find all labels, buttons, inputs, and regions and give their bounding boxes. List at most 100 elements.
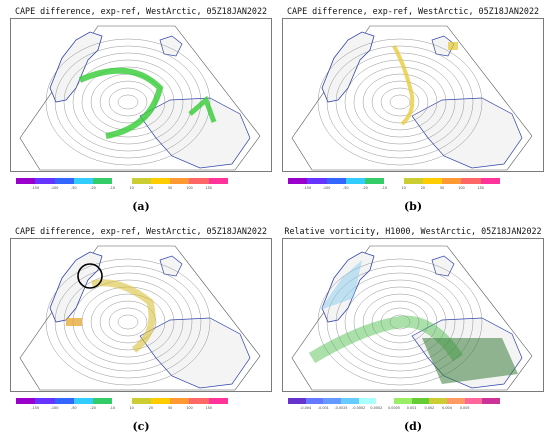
colorbar-tick-label: -100: [322, 186, 331, 190]
colorbar-tick-label: -10: [381, 186, 388, 190]
colorbar-tick-label: -100: [50, 186, 59, 190]
colorbar-tick-label: 20: [148, 186, 154, 190]
isobar-contour: [353, 66, 447, 138]
colorbar: [288, 398, 501, 404]
map: [282, 238, 544, 392]
colorbar-segment: [131, 178, 152, 184]
isobar-contour: [335, 52, 465, 152]
isobar-contour: [362, 73, 438, 131]
isobar-contour: [54, 265, 202, 379]
map: [282, 18, 544, 172]
isobar-contour: [389, 314, 411, 330]
colorbar-tick-label: 100: [186, 406, 193, 410]
colorbar-segment: [54, 398, 75, 404]
colorbar-tick-label: 50: [168, 186, 173, 190]
colorbar-segment: [93, 178, 113, 184]
colorbar-segment: [461, 178, 482, 184]
colorbar-segment: [35, 398, 55, 404]
colorbar-segment: [394, 398, 412, 404]
colorbar-segment: [112, 178, 132, 184]
isobar-contour: [353, 286, 447, 358]
map-svg: [10, 238, 272, 392]
colorbar-segment: [16, 178, 36, 184]
colorbar-segment: [403, 178, 424, 184]
field-overlay: [308, 315, 464, 364]
colorbar: [16, 398, 229, 404]
panel-b: CAPE difference, exp-ref, WestArctic, 05…: [282, 2, 544, 214]
colorbar-segment: [307, 178, 327, 184]
colorbar-segment: [447, 398, 465, 404]
greenland-coast: [321, 31, 375, 103]
isobar-contour: [335, 272, 465, 372]
scandinavia-coast: [139, 317, 251, 389]
isobar-contour: [45, 258, 211, 386]
colorbar-ticks: -150 -100 -50 -20 -10 10 20 50 100 150: [288, 186, 500, 192]
colorbar-segment: [429, 398, 448, 404]
scandinavia-coast: [411, 97, 523, 169]
field-overlay: [188, 95, 217, 123]
isobar-contour: [72, 59, 184, 145]
panel-title: CAPE difference, exp-ref, WestArctic, 05…: [286, 6, 540, 16]
colorbar-tick-label: 0.0002: [370, 406, 383, 410]
colorbar-segment: [326, 178, 347, 184]
isobar-contour: [81, 66, 175, 138]
panel-d: Relative vorticity, H1000, WestArctic, 0…: [282, 222, 544, 434]
colorbar-tick-label: 100: [458, 186, 465, 190]
map-svg: [282, 18, 544, 172]
map-svg: [10, 18, 272, 172]
panel-label: (a): [132, 200, 150, 213]
colorbar-tick-label: 50: [168, 406, 173, 410]
domain-outline: [19, 245, 261, 391]
colorbar-segment: [288, 178, 308, 184]
isobar-contour: [389, 94, 411, 110]
panel-label: (c): [132, 420, 150, 433]
colorbar-tick-label: 150: [205, 186, 212, 190]
colorbar-segment: [93, 398, 113, 404]
colorbar-segment: [345, 178, 366, 184]
colorbar-tick-label: -150: [303, 186, 312, 190]
colorbar-segment: [170, 178, 190, 184]
colorbar-segment: [131, 398, 152, 404]
panel-label: (d): [403, 420, 423, 433]
colorbar: [16, 178, 229, 184]
colorbar-tick-label: 10: [129, 186, 134, 190]
map: [10, 238, 272, 392]
isobar-contour: [117, 94, 139, 110]
colorbar-tick-label: -0.0025: [334, 406, 348, 410]
panel-title: CAPE difference, exp-ref, WestArctic, 05…: [14, 226, 268, 236]
colorbar-tick-label: 20: [420, 186, 426, 190]
colorbar-segment: [189, 178, 210, 184]
panel-title: CAPE difference, exp-ref, WestArctic, 05…: [14, 6, 268, 16]
colorbar-tick-label: 100: [186, 186, 193, 190]
colorbar-segment: [16, 398, 36, 404]
colorbar-tick-label: -20: [90, 186, 96, 190]
panel-a: CAPE difference, exp-ref, WestArctic, 05…: [10, 2, 272, 214]
colorbar-segment: [288, 398, 306, 404]
colorbar-segment: [365, 178, 385, 184]
field-overlay: [392, 45, 415, 126]
colorbar-tick-label: -20: [90, 406, 96, 410]
field-overlay: [448, 42, 458, 50]
colorbar-tick-label: 50: [440, 186, 445, 190]
colorbar-tick-label: -0.001: [317, 406, 329, 410]
colorbar-tick-label: 20: [148, 406, 154, 410]
colorbar-tick-label: -50: [343, 186, 349, 190]
colorbar-segment: [323, 398, 342, 404]
panel-c: CAPE difference, exp-ref, WestArctic, 05…: [10, 222, 272, 434]
colorbar-segment: [73, 398, 94, 404]
field-overlay: [66, 318, 82, 326]
isobar-contour: [90, 293, 166, 351]
colorbar-tick-label: -50: [71, 186, 77, 190]
colorbar-segment: [150, 178, 171, 184]
isobar-contour: [344, 279, 456, 365]
colorbar-tick-label: -0.0002: [352, 406, 366, 410]
colorbar-segment: [54, 178, 75, 184]
isobar-contour: [371, 300, 429, 344]
colorbar-ticks: -150 -100 -50 -20 -10 10 20 50 100 150: [16, 406, 228, 412]
colorbar-tick-label: 0.005: [459, 406, 470, 410]
field-overlay: [422, 338, 518, 384]
colorbar-ticks: -150 -100 -50 -20 -10 10 20 50 100 150: [16, 186, 228, 192]
scandinavia-coast: [139, 97, 251, 169]
domain-outline: [291, 245, 533, 391]
colorbar-segment: [376, 398, 395, 404]
